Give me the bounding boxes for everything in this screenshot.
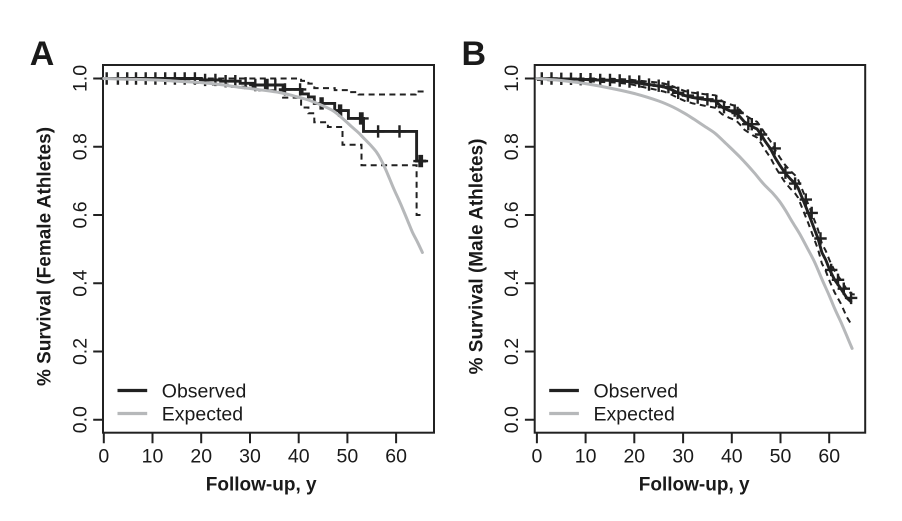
svg-text:60: 60 — [818, 446, 840, 468]
svg-text:0.8: 0.8 — [501, 133, 523, 160]
svg-text:50: 50 — [337, 446, 359, 468]
svg-text:40: 40 — [721, 446, 743, 468]
svg-text:0: 0 — [98, 446, 109, 468]
svg-text:B: B — [462, 35, 487, 73]
svg-text:50: 50 — [770, 446, 792, 468]
svg-text:0: 0 — [531, 446, 542, 468]
svg-text:0.2: 0.2 — [69, 338, 91, 365]
svg-text:30: 30 — [672, 446, 694, 468]
svg-text:1.0: 1.0 — [501, 65, 523, 92]
svg-text:% Survival (Male Athletes): % Survival (Male Athletes) — [466, 139, 487, 375]
svg-text:20: 20 — [190, 446, 212, 468]
svg-text:0.4: 0.4 — [69, 269, 91, 296]
svg-text:0.8: 0.8 — [69, 133, 91, 160]
svg-text:Observed: Observed — [594, 381, 679, 403]
svg-text:0.6: 0.6 — [501, 201, 523, 228]
svg-text:20: 20 — [623, 446, 645, 468]
svg-text:Follow-up, y: Follow-up, y — [639, 475, 750, 496]
svg-text:Observed: Observed — [162, 381, 247, 403]
svg-text:Follow-up, y: Follow-up, y — [206, 475, 317, 496]
svg-text:10: 10 — [142, 446, 164, 468]
svg-text:A: A — [30, 35, 55, 73]
svg-text:0.6: 0.6 — [69, 201, 91, 228]
svg-text:0.2: 0.2 — [501, 338, 523, 365]
svg-text:Expected: Expected — [162, 404, 243, 426]
svg-text:60: 60 — [385, 446, 407, 468]
svg-text:0.4: 0.4 — [501, 269, 523, 296]
svg-text:1.0: 1.0 — [69, 65, 91, 92]
svg-text:40: 40 — [288, 446, 310, 468]
svg-text:30: 30 — [239, 446, 261, 468]
svg-text:10: 10 — [575, 446, 597, 468]
svg-text:0.0: 0.0 — [69, 406, 91, 433]
svg-text:0.0: 0.0 — [501, 406, 523, 433]
svg-text:Expected: Expected — [594, 404, 675, 426]
svg-text:% Survival (Female Athletes): % Survival (Female Athletes) — [35, 127, 56, 386]
